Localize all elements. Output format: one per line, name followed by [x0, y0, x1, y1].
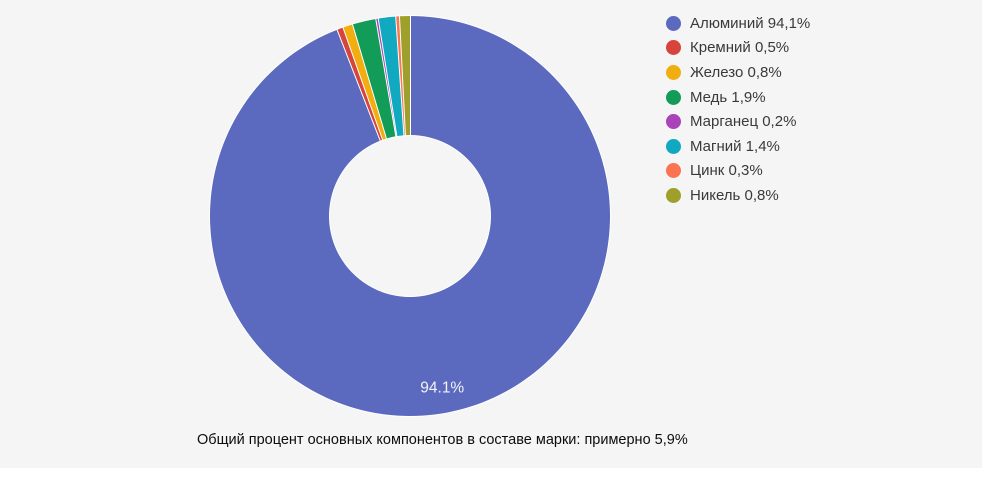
legend-marker-icon: [666, 40, 681, 56]
legend-marker-icon: [666, 187, 681, 203]
legend-marker-icon: [666, 138, 681, 154]
legend-marker-icon: [666, 15, 681, 31]
legend-marker-icon: [666, 64, 681, 80]
legend-label: Никель 0,8%: [690, 186, 779, 204]
legend-item[interactable]: Медь 1,9%: [666, 85, 810, 110]
legend-label: Марганец 0,2%: [690, 113, 797, 131]
slice-value-label: 94.1%: [420, 380, 464, 397]
legend-marker-icon: [666, 163, 681, 179]
legend-label: Цинк 0,3%: [690, 162, 763, 180]
legend-label: Кремний 0,5%: [690, 39, 790, 57]
chart-canvas: 94.1% Алюминий 94,1% Кремний 0,5% Железо 0…: [197, 11, 811, 448]
legend-marker-icon: [666, 114, 681, 130]
chart-caption: Общий процент основных компонентов в сос…: [197, 432, 688, 448]
legend-item[interactable]: Железо 0,8%: [666, 60, 810, 85]
pie-slice[interactable]: [209, 14, 611, 417]
legend-label: Магний 1,4%: [690, 137, 780, 155]
legend-label: Железо 0,8%: [690, 63, 782, 81]
legend-item[interactable]: Магний 1,4%: [666, 134, 810, 159]
legend-label: Алюминий 94,1%: [690, 14, 811, 32]
legend-item[interactable]: Цинк 0,3%: [666, 159, 810, 184]
legend-item[interactable]: Кремний 0,5%: [666, 36, 810, 61]
legend-item[interactable]: Алюминий 94,1%: [666, 11, 810, 36]
pie-slice[interactable]: [398, 14, 411, 137]
donut-chart: 94.1%: [209, 14, 611, 417]
chart-legend: Алюминий 94,1% Кремний 0,5% Железо 0,8% Мед…: [666, 11, 810, 208]
legend-marker-icon: [666, 89, 681, 105]
legend-item[interactable]: Марганец 0,2%: [666, 109, 810, 134]
legend-item[interactable]: Никель 0,8%: [666, 183, 810, 208]
legend-label: Медь 1,9%: [690, 88, 766, 106]
